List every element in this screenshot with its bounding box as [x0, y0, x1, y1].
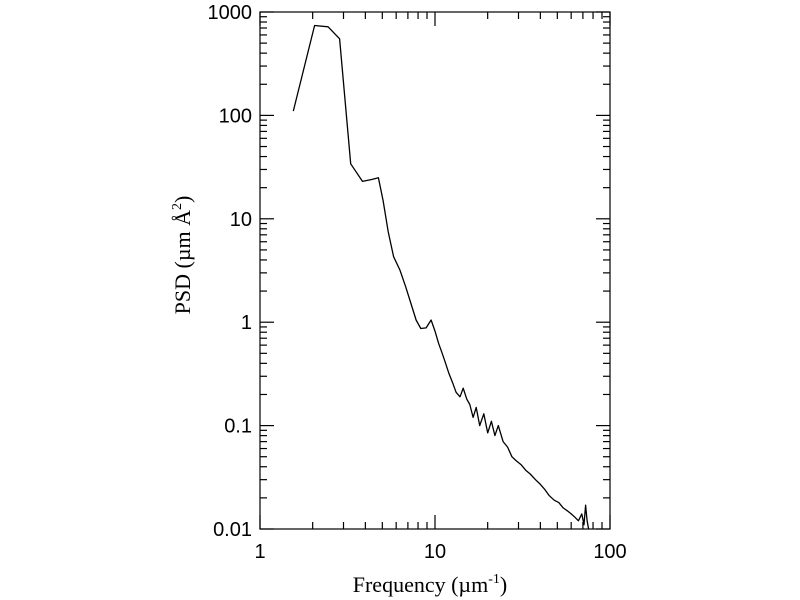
x-axis-title: Frequency (µm-1): [353, 572, 507, 597]
x-tick-label: 100: [593, 541, 626, 563]
axis-ticks: [259, 11, 611, 530]
y-axis-title: PSD (µm Å2): [170, 196, 195, 315]
x-tick-label: 10: [424, 541, 446, 563]
y-tick-label: 10: [230, 209, 252, 231]
series-group: [292, 24, 590, 530]
psd-series-line: [292, 24, 590, 530]
y-tick-label: 0.1: [224, 416, 252, 438]
y-tick-label: 1: [241, 312, 252, 334]
x-tick-label: 1: [254, 541, 265, 563]
tick-labels: 1 10 100 0.01 0.1 1 10 100 1000: [208, 2, 627, 563]
y-tick-label: 100: [219, 105, 252, 127]
y-tick-label: 1000: [208, 2, 253, 24]
plot-frame: [259, 11, 611, 530]
y-tick-label: 0.01: [213, 519, 252, 541]
